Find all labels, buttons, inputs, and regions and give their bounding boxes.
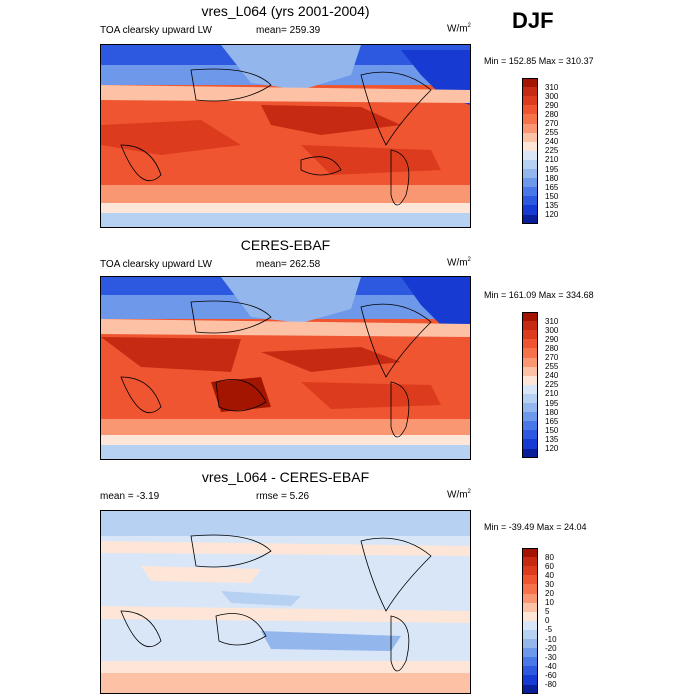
colorbar-label: 270 [545,353,559,362]
colorbar-label: 195 [545,398,559,408]
colorbar-label: -20 [545,643,557,653]
colorbar-label: 310 [545,82,559,92]
panel1-minmax: Min = 152.85 Max = 310.37 [484,56,594,66]
colorbar-label: 135 [545,200,559,210]
colorbar-label: -60 [545,670,557,680]
colorbar-label: 255 [545,128,559,138]
panel1-variable-label: TOA clearsky upward LW [100,25,212,36]
colorbar-label: 5 [545,607,550,617]
colorbar-label: 10 [545,598,554,608]
colorbar-label: 290 [545,334,559,344]
colorbar-label: 240 [545,137,559,147]
colorbar-label: 20 [545,589,554,598]
colorbar-label: -30 [545,652,557,662]
colorbar-label: -80 [545,680,557,689]
colorbar-label: 120 [545,444,559,453]
colorbar-label: 0 [545,616,550,626]
colorbar-label: 120 [545,210,559,219]
colorbar-label: 165 [545,182,559,192]
panel2-units: W/m2 [447,257,471,269]
panel2-minmax: Min = 161.09 Max = 334.68 [484,290,594,300]
colorbar-label: 300 [545,325,559,335]
panel3-title: vres_L064 - CERES-EBAF [201,469,370,485]
colorbar-frame [522,78,538,225]
colorbar-label: 180 [545,407,559,417]
panel2-mean-stat: mean= 262.58 [256,259,321,270]
colorbar-label: 30 [545,579,554,589]
colorbar-label: 150 [545,191,559,201]
colorbar-frame [522,548,538,695]
colorbar-label: 270 [545,119,559,128]
panel1-units: W/m2 [447,23,471,35]
colorbar-label: 195 [545,164,559,174]
colorbar-label: 280 [545,343,559,353]
season-label: DJF [512,8,554,33]
colorbar-label: 150 [545,425,559,435]
colorbar-label: 240 [545,371,559,381]
colorbar-label: 165 [545,416,559,426]
panel1-title: vres_L064 (yrs 2001-2004) [201,3,370,19]
colorbar-label: 80 [545,552,554,562]
colorbar-label: -5 [545,625,553,635]
panel2-variable-label: TOA clearsky upward LW [100,259,212,270]
colorbar-label: 40 [545,570,554,580]
colorbar-label: 135 [545,434,559,444]
panel3-units: W/m2 [447,489,471,501]
colorbar-label: 225 [545,380,559,390]
colorbar-label: 280 [545,109,559,119]
colorbar-label: -10 [545,634,557,644]
panel2-map-field [101,277,470,459]
panel2-title: CERES-EBAF [240,237,331,253]
panel3-rmse-stat: rmse = 5.26 [256,491,310,502]
colorbar-label: 60 [545,561,554,571]
panel3-mean-stat: mean = -3.19 [100,491,160,502]
panel3-minmax: Min = -39.49 Max = 24.04 [484,522,587,532]
colorbar-label: -40 [545,661,557,671]
panel3-map [100,510,471,694]
colorbar-label: 210 [545,389,559,399]
colorbar-label: 290 [545,100,559,110]
panel2-map [100,276,471,460]
panel1-mean-stat: mean= 259.39 [256,25,321,36]
colorbar-label: 255 [545,362,559,372]
colorbar-frame [522,312,538,459]
colorbar-label: 300 [545,91,559,101]
panel1-map-field [101,45,470,227]
panel3-map-field [101,511,470,693]
colorbar-label: 310 [545,316,559,326]
colorbar-label: 180 [545,173,559,183]
panel1-map [100,44,471,228]
colorbar-label: 225 [545,146,559,156]
colorbar-label: 210 [545,155,559,165]
